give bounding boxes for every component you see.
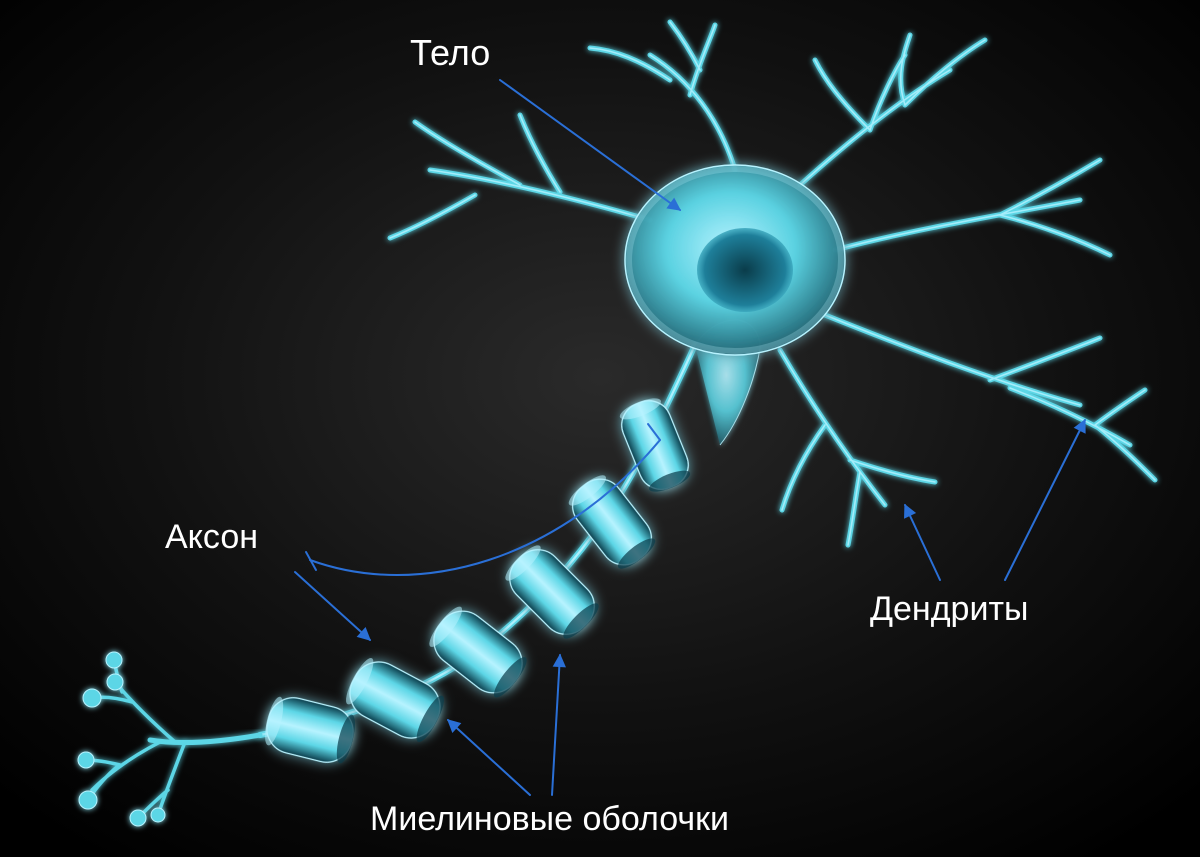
synaptic-bouton: [79, 791, 97, 809]
synaptic-bouton: [151, 808, 165, 822]
synaptic-bouton: [78, 752, 94, 768]
synaptic-bouton: [130, 810, 146, 826]
synaptic-bouton: [107, 674, 123, 690]
nucleus: [697, 228, 793, 312]
synaptic-bouton: [83, 689, 101, 707]
background: [0, 0, 1200, 857]
synaptic-bouton: [106, 652, 122, 668]
